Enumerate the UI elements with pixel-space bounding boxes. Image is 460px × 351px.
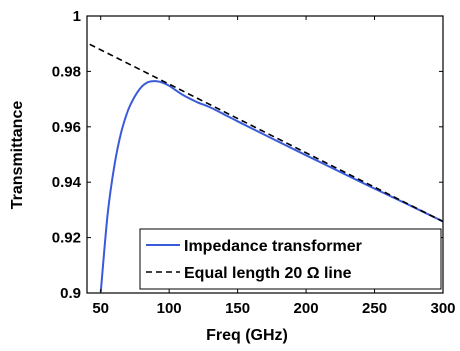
x-tick-label: 250 — [362, 300, 387, 317]
axis-ticks: 50 100 150 200 250 300 0.9 0.92 0.94 0.96 0.98 1 — [52, 8, 456, 317]
y-tick-label: 1 — [73, 8, 81, 25]
y-tick-label: 0.98 — [52, 63, 81, 80]
y-tick-label: 0.9 — [60, 285, 81, 302]
x-tick-label: 200 — [294, 300, 319, 317]
x-tick-label: 150 — [225, 300, 250, 317]
y-tick-label: 0.94 — [52, 174, 82, 191]
legend-box — [139, 228, 442, 290]
series-line-1 — [99, 80, 444, 294]
plot-frame — [86, 15, 444, 294]
y-axis-label: Transmittance — [9, 101, 26, 210]
x-tick-label: 50 — [92, 300, 109, 317]
legend: Impedance transformer Equal length 20 Ω l… — [139, 228, 442, 290]
x-axis-label: Freq (GHz) — [206, 327, 288, 344]
plot-area — [86, 15, 444, 294]
series-layer — [89, 43, 444, 294]
series-line-2 — [89, 43, 444, 223]
y-tick-label: 0.96 — [52, 119, 81, 136]
legend-entry: Impedance transformer — [184, 238, 362, 255]
x-tick-label: 100 — [157, 300, 182, 317]
x-tick-label: 300 — [430, 300, 455, 317]
legend-entry: Equal length 20 Ω line — [184, 265, 352, 282]
y-tick-label: 0.92 — [52, 230, 81, 247]
